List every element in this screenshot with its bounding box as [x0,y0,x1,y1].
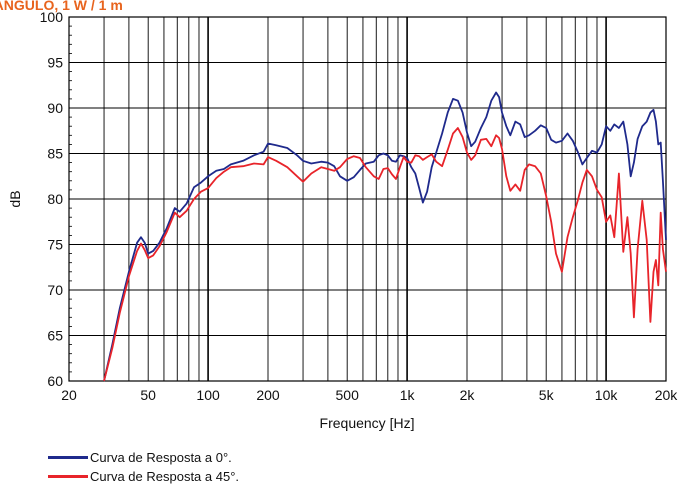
legend-item-1: Curva de Resposta a 45°. [48,467,239,486]
x-tick-label: 100 [196,387,220,403]
x-tick-label: 20 [61,387,77,403]
y-tick-label: 65 [47,328,63,344]
x-tick-label: 50 [140,387,156,403]
y-tick-label: 85 [47,146,63,162]
legend: Curva de Resposta a 0°. Curva de Respost… [48,448,239,486]
y-tick-label: 80 [47,191,63,207]
legend-label-0: Curva de Resposta a 0°. [90,450,232,465]
y-tick-label: 100 [40,9,64,25]
frequency-response-chart: ...ÃNGULO, 1 W / 1 m 60 65 70 75 80 85 90 95 100… [0,0,678,431]
legend-item-0: Curva de Resposta a 0°. [48,448,239,467]
x-tick-label: 5k [539,387,555,403]
x-tick-label: 10k [595,387,619,403]
y-tick-label: 60 [47,373,63,389]
x-axis-label: Frequency [Hz] [320,415,415,431]
x-axis-ticks: 20 50 100 200 500 1k 2k 5k 10k 20k [61,387,678,403]
y-tick-label: 70 [47,282,63,298]
y-tick-label: 75 [47,237,63,253]
series-line-0 [103,91,667,382]
chart-title: ...ÃNGULO, 1 W / 1 m [0,0,123,13]
x-tick-label: 20k [655,387,679,403]
y-axis-ticks: 60 65 70 75 80 85 90 95 100 [40,9,75,389]
x-tick-label: 200 [256,387,280,403]
series-line-1 [103,127,667,382]
x-tick-label: 1k [400,387,416,403]
series-layer [103,91,667,382]
x-tick-label: 500 [336,387,360,403]
legend-label-1: Curva de Resposta a 45°. [90,469,240,484]
y-axis-label: dB [7,190,23,207]
y-tick-label: 90 [47,100,63,116]
legend-swatch-1 [48,475,88,478]
horizontal-gridlines [69,16,666,382]
x-tick-label: 2k [460,387,476,403]
y-tick-label: 95 [47,55,63,71]
legend-swatch-0 [48,456,88,459]
